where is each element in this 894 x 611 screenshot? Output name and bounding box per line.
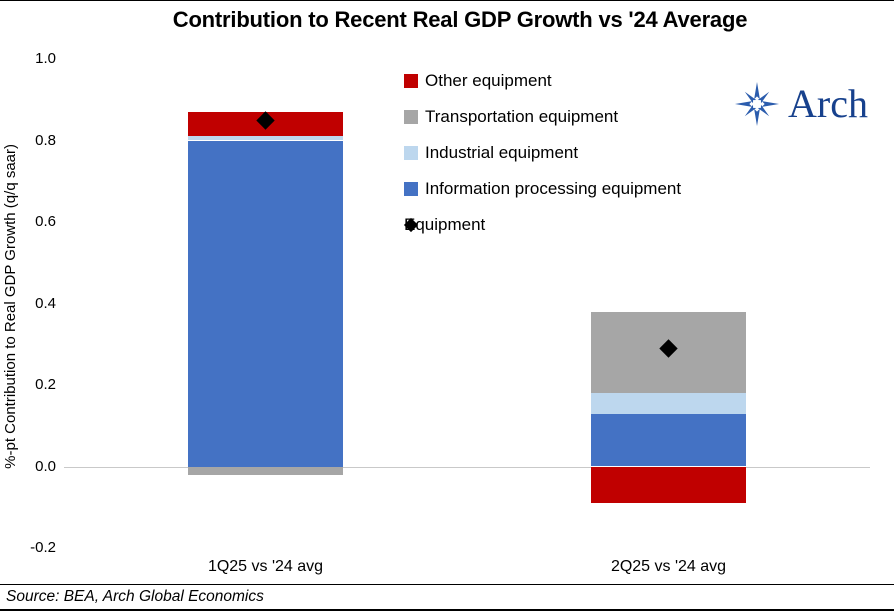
y-tick-label: 1.0 <box>35 50 56 67</box>
zero-gridline <box>64 466 870 468</box>
legend-swatch-icon <box>404 182 418 196</box>
x-category-label: 2Q25 vs '24 avg <box>610 558 727 575</box>
bar-segment <box>591 413 746 467</box>
source-note: Source: BEA, Arch Global Economics <box>6 588 264 605</box>
legend: Other equipment Transportation equipment I… <box>403 63 681 243</box>
bar-segment <box>591 466 746 504</box>
legend-item: Transportation equipment <box>404 99 681 135</box>
bar-segment <box>188 136 343 141</box>
bar-segment <box>188 466 343 475</box>
legend-label: Transportation equipment <box>425 107 619 126</box>
legend-swatch-icon <box>404 110 418 124</box>
x-category-label: 1Q25 vs '24 avg <box>207 558 324 575</box>
y-tick-label: 0.4 <box>35 294 56 312</box>
legend-label: Information processing equipment <box>425 179 682 198</box>
legend-label: Other equipment <box>425 71 552 90</box>
legend-item: Industrial equipment <box>404 135 681 171</box>
plot-area: 1.0 0.8 0.6 0.4 0.2 0.0 -0.2 1Q25 vs '24 avg 2Q2… <box>30 50 870 575</box>
legend-item: Other equipment <box>404 63 681 99</box>
arch-logo-text: Arch <box>788 81 868 126</box>
legend-label: Equipment <box>404 215 486 234</box>
legend-item: Equipment <box>403 207 681 243</box>
legend-swatch-icon <box>404 74 418 88</box>
y-tick-label: 0.6 <box>35 213 56 230</box>
legend-swatch-icon <box>404 146 418 160</box>
y-tick-label: 0.8 <box>35 131 56 149</box>
y-tick-label: 0.0 <box>35 457 56 475</box>
bar-segment <box>188 140 343 467</box>
y-tick-label: -0.2 <box>30 539 56 556</box>
bar-segment <box>591 393 746 414</box>
source-strip: Source: BEA, Arch Global Economics <box>0 584 894 611</box>
y-tick-label: 0.2 <box>35 376 56 393</box>
legend-item: Information processing equipment <box>404 171 681 207</box>
chart-title: Contribution to Recent Real GDP Growth v… <box>172 7 748 32</box>
arch-logo: Arch <box>734 81 868 127</box>
legend-label: Industrial equipment <box>425 143 579 162</box>
